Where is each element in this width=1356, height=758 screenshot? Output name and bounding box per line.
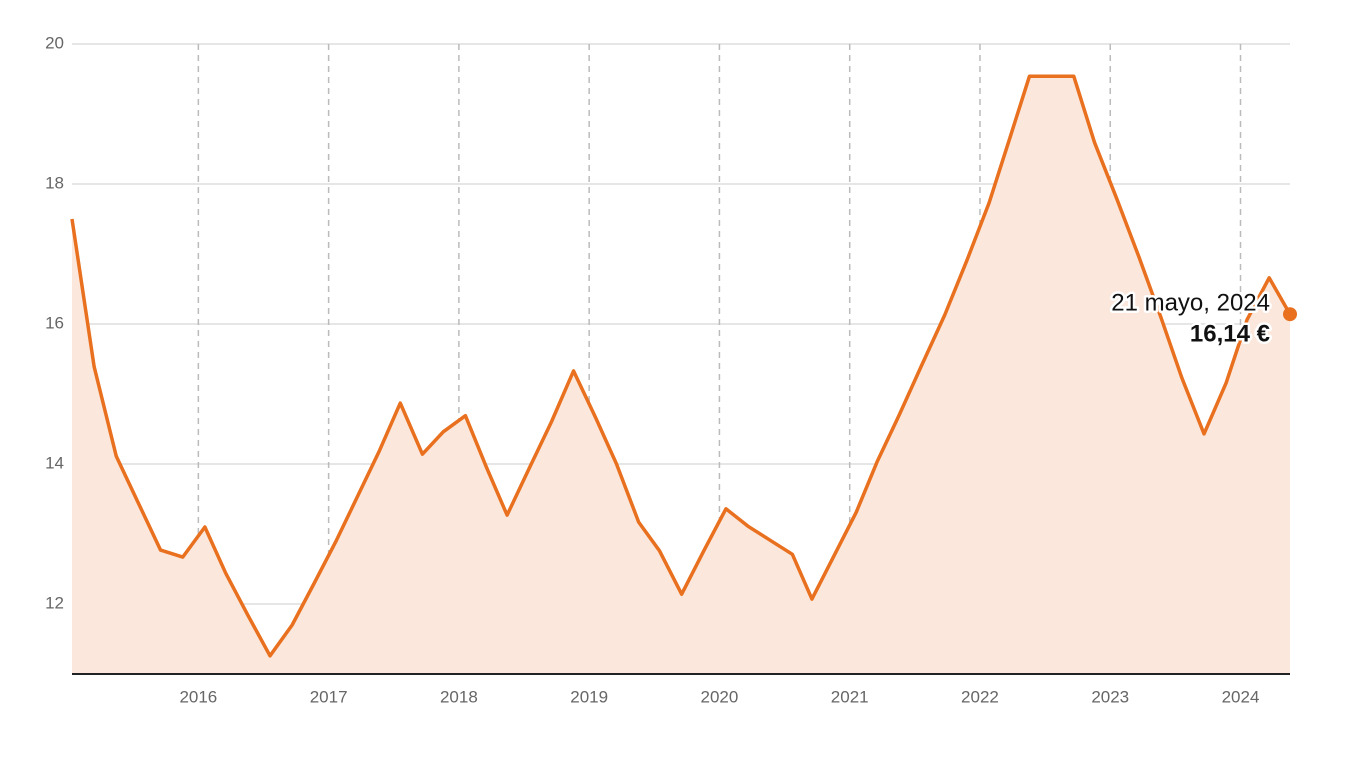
y-tick-label: 20	[45, 33, 64, 52]
y-tick-label: 18	[45, 173, 64, 192]
line	[70, 74, 1292, 658]
x-tick-label: 2020	[701, 687, 739, 706]
x-tick-label: 2022	[961, 687, 999, 706]
y-tick-label: 14	[45, 453, 64, 472]
x-tick-label: 2018	[440, 687, 478, 706]
x-tick-label: 2023	[1091, 687, 1129, 706]
x-tick-label: 2017	[310, 687, 348, 706]
last-point	[1283, 307, 1297, 322]
x-tick-label: 2024	[1222, 687, 1260, 706]
y-tick-label: 16	[45, 313, 64, 332]
annotation-date: 21 mayo, 2024	[1111, 290, 1270, 317]
annotation-value: 16,14 €	[1190, 321, 1270, 348]
x-tick-label: 2021	[831, 687, 869, 706]
x-tick-label: 2019	[570, 687, 608, 706]
y-tick-label: 12	[45, 593, 64, 612]
x-tick-label: 2016	[179, 687, 217, 706]
area	[72, 76, 1290, 674]
